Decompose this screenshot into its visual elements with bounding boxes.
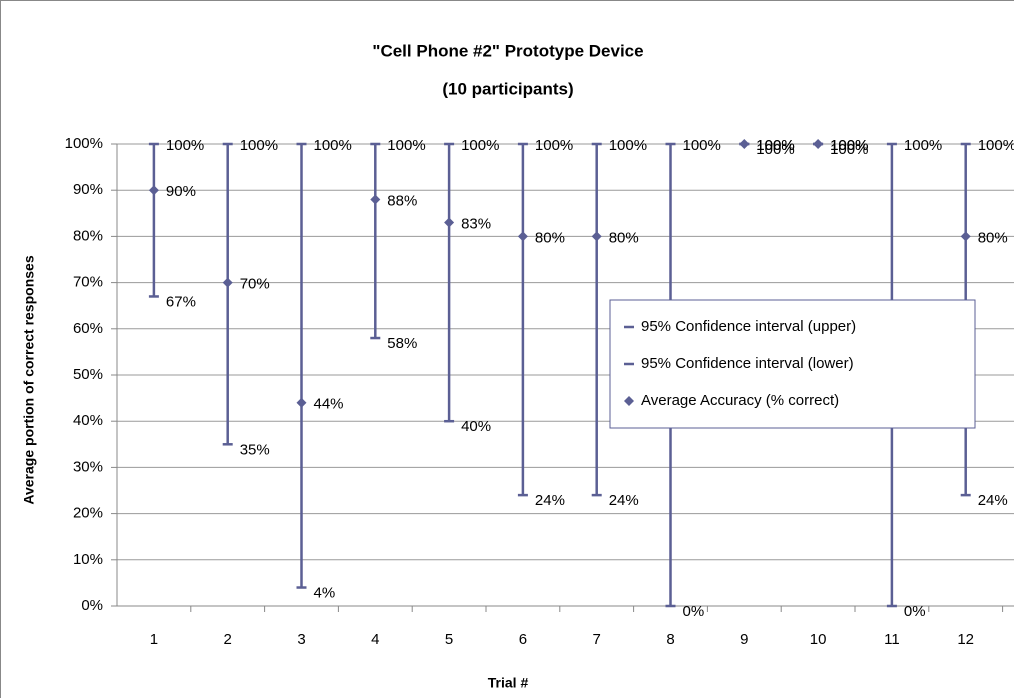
lower-label: 58%: [387, 335, 417, 352]
average-marker: [370, 194, 381, 205]
upper-label: 100%: [978, 137, 1014, 154]
lower-label: 0%: [683, 603, 705, 620]
x-tick-label: 9: [740, 631, 748, 648]
chart-title: "Cell Phone #2" Prototype Device: [372, 41, 643, 60]
legend-label: Average Accuracy (% correct): [641, 392, 839, 409]
x-tick-label: 3: [297, 631, 305, 648]
average-marker: [148, 185, 159, 196]
average-marker: [296, 397, 307, 408]
x-tick-label: 2: [224, 631, 232, 648]
y-axis-label: Average portion of correct responses: [21, 255, 37, 504]
lower-label: 4%: [314, 584, 336, 601]
average-marker: [960, 231, 971, 242]
lower-label: 35%: [240, 441, 270, 458]
y-tick-label: 100%: [65, 135, 103, 152]
average-marker: [222, 277, 233, 288]
x-tick-label: 8: [666, 631, 674, 648]
x-tick-label: 4: [371, 631, 379, 648]
x-tick-label: 11: [884, 631, 900, 648]
average-marker: [739, 139, 750, 149]
x-tick-label: 12: [957, 631, 974, 648]
average-label: 90%: [166, 183, 196, 200]
legend-box: [609, 299, 976, 429]
average-marker: [591, 231, 602, 242]
x-tick-label: 7: [593, 631, 601, 648]
upper-label: 100%: [830, 137, 868, 154]
y-tick-label: 10%: [73, 551, 103, 568]
lower-label: 40%: [461, 418, 491, 435]
average-marker: [444, 217, 455, 228]
x-tick-label: 6: [519, 631, 527, 648]
legend-label: 95% Confidence interval (upper): [641, 318, 856, 335]
legend-label: 95% Confidence interval (lower): [641, 355, 854, 372]
x-tick-label: 5: [445, 631, 453, 648]
lower-label: 0%: [904, 603, 926, 620]
upper-label: 100%: [461, 137, 499, 154]
x-axis-label: Trial #: [488, 675, 529, 691]
upper-label: 100%: [904, 137, 942, 154]
lower-label: 24%: [535, 492, 565, 509]
average-label: 70%: [240, 276, 270, 293]
upper-label: 100%: [756, 137, 794, 154]
y-tick-label: 80%: [73, 227, 103, 244]
lower-label: 100%: [756, 141, 794, 158]
y-tick-label: 40%: [73, 412, 103, 429]
x-tick-label: 10: [810, 631, 827, 648]
upper-label: 100%: [314, 137, 352, 154]
upper-label: 100%: [166, 137, 204, 154]
y-tick-label: 50%: [73, 366, 103, 383]
y-tick-label: 60%: [73, 320, 103, 337]
upper-label: 100%: [387, 137, 425, 154]
lower-label: 24%: [978, 492, 1008, 509]
average-label: 80%: [535, 229, 565, 246]
x-tick-label: 1: [150, 631, 158, 648]
average-label: 83%: [461, 216, 491, 233]
y-tick-label: 30%: [73, 458, 103, 475]
average-label: 100%: [830, 137, 868, 154]
upper-label: 100%: [609, 137, 647, 154]
y-tick-label: 20%: [73, 505, 103, 522]
upper-label: 100%: [535, 137, 573, 154]
lower-label: 100%: [830, 141, 868, 158]
y-tick-label: 70%: [73, 274, 103, 291]
lower-label: 67%: [166, 293, 196, 310]
legend-swatch: [624, 396, 634, 406]
y-tick-label: 0%: [81, 597, 103, 614]
average-marker: [517, 231, 528, 242]
average-marker: [813, 139, 824, 149]
upper-label: 100%: [683, 137, 721, 154]
average-label: 80%: [978, 229, 1008, 246]
average-label: 100%: [756, 137, 794, 154]
average-label: 80%: [609, 229, 639, 246]
upper-label: 100%: [240, 137, 278, 154]
y-tick-label: 90%: [73, 181, 103, 198]
lower-label: 24%: [609, 492, 639, 509]
chart-subtitle: (10 participants): [442, 79, 573, 98]
average-label: 88%: [387, 192, 417, 209]
average-label: 44%: [314, 396, 344, 413]
